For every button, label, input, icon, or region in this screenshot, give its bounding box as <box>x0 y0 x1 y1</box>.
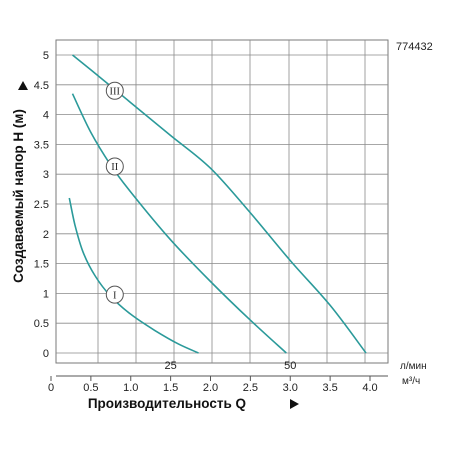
y-tick-label: 1 <box>43 288 49 300</box>
curve-label-circle <box>105 157 124 176</box>
y-tick-label: 0.5 <box>34 318 49 330</box>
x-axis-arrow-icon <box>290 399 299 409</box>
model-code: 774432 <box>396 41 433 53</box>
y-axis-title: Создаваемый напор H (м) <box>11 109 26 283</box>
x-axis-title: Производительность Q <box>88 396 246 411</box>
m3h-unit: м³/ч <box>402 376 420 387</box>
y-tick-label: 3 <box>43 169 49 181</box>
lmin-axis: 25 50 <box>164 360 296 372</box>
lmin-tick-label: 50 <box>284 360 296 372</box>
m3h-tick-label: 2.0 <box>203 382 218 394</box>
y-tick-label: 1.5 <box>34 259 49 271</box>
curve-label-circle <box>105 285 124 304</box>
m3h-tick-label: 0.5 <box>83 382 98 394</box>
y-tick-label: 5 <box>43 50 49 62</box>
m3h-tick-label: 3.5 <box>322 382 337 394</box>
m3h-tick-label: 3.0 <box>283 382 298 394</box>
m3h-tick-label: 2.5 <box>243 382 258 394</box>
m3h-tick-label: 4.0 <box>362 382 377 394</box>
y-tick-labels: 0 0.5 1 1.5 2 2.5 3 3.5 4 4.5 5 <box>34 50 49 360</box>
m3h-axis: 0 0.5 1.0 1.5 2.0 2.5 3.0 3.5 4.0 <box>48 376 378 394</box>
m3h-tick-label: 0 <box>48 382 54 394</box>
y-tick-label: 3.5 <box>34 139 49 151</box>
y-tick-label: 2 <box>43 229 49 241</box>
curve-label-ii: II <box>111 162 118 173</box>
y-tick-label: 2.5 <box>34 199 49 211</box>
y-tick-label: 4.5 <box>34 80 49 92</box>
m3h-tick-label: 1.0 <box>123 382 138 394</box>
lmin-tick-label: 25 <box>164 360 176 372</box>
y-tick-label: 4 <box>43 110 49 122</box>
curve-label-circle <box>105 81 124 100</box>
m3h-tick-label: 1.5 <box>163 382 178 394</box>
lmin-unit: л/мин <box>400 361 427 372</box>
y-tick-label: 0 <box>43 348 49 360</box>
curve-label-iii: III <box>110 86 121 97</box>
y-axis-arrow-icon <box>18 81 28 90</box>
grid <box>56 40 388 363</box>
curve-ii <box>71 93 287 354</box>
curve-label-i: I <box>113 290 117 301</box>
curve-iii <box>71 54 367 354</box>
